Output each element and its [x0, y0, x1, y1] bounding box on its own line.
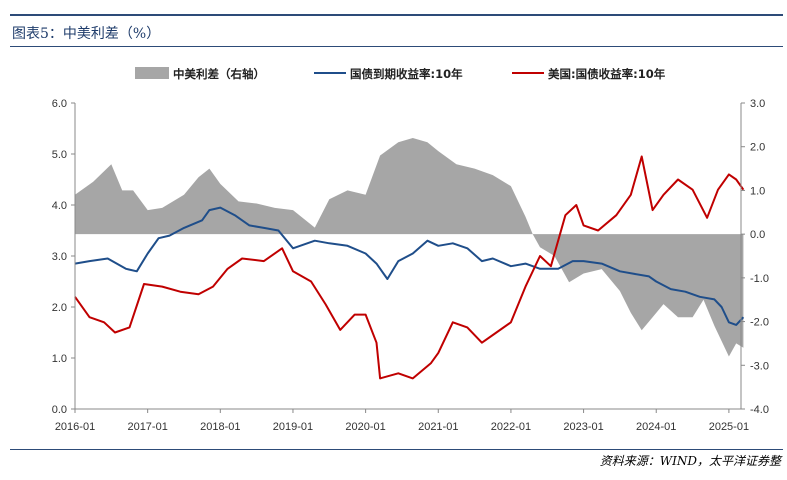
x-tick-label: 2022-01 [491, 421, 531, 433]
legend-label-cn10y: 国债到期收益率:10年 [350, 67, 463, 81]
y-right-tick-label: 1.0 [750, 185, 765, 197]
y-left-tick-label: 5.0 [52, 149, 67, 161]
y-left-tick-label: 2.0 [52, 302, 67, 314]
y-left-tick-label: 0.0 [52, 404, 67, 416]
x-tick-label: 2020-01 [345, 421, 385, 433]
y-right-tick-label: 3.0 [750, 98, 765, 110]
x-tick-label: 2021-01 [418, 421, 458, 433]
plot-area [74, 138, 745, 380]
y-right-tick-label: -2.0 [750, 317, 769, 329]
legend-label-spread: 中美利差（右轴） [173, 67, 265, 81]
series-area-0 [75, 138, 744, 357]
legend-label-us10y: 美国:国债收益率:10年 [548, 67, 666, 81]
series-line-1 [74, 206, 745, 326]
chart-legend: 中美利差（右轴） 国债到期收益率:10年 美国:国债收益率:10年 [135, 67, 666, 81]
x-tick-label: 2018-01 [200, 421, 240, 433]
y-left-tick-label: 4.0 [52, 200, 67, 212]
top-rule [10, 14, 783, 16]
y-right-tick-label: -3.0 [750, 360, 769, 372]
series-line-2 [74, 155, 745, 380]
y-right-tick-label: 0.0 [750, 229, 765, 241]
y-right-tick-label: -4.0 [750, 404, 769, 416]
x-tick-label: 2019-01 [273, 421, 313, 433]
x-tick-label: 2023-01 [563, 421, 603, 433]
x-tick-label: 2024-01 [636, 421, 676, 433]
x-tick-label: 2017-01 [127, 421, 167, 433]
figure-title: 图表5：中美利差（%） [12, 26, 161, 42]
y-left-tick-label: 3.0 [52, 251, 67, 263]
chart-axes: 0.0 1.0 2.0 3.0 4.0 5.0 6.0 -4.0 -3.0 -2.0 -1.0 0.0… [52, 98, 769, 433]
y-left-tick-label: 6.0 [52, 98, 67, 110]
y-right-tick-label: -1.0 [750, 273, 769, 285]
y-left-tick-label: 1.0 [52, 353, 67, 365]
source-note: 资料来源：WIND，太平洋证券整 [599, 454, 781, 468]
x-tick-label: 2016-01 [55, 421, 95, 433]
footer-rule [10, 449, 783, 450]
x-tick-label: 2025-01 [709, 421, 749, 433]
header-rule [10, 46, 783, 47]
y-right-tick-label: 2.0 [750, 142, 765, 154]
legend-swatch-spread [135, 67, 169, 79]
